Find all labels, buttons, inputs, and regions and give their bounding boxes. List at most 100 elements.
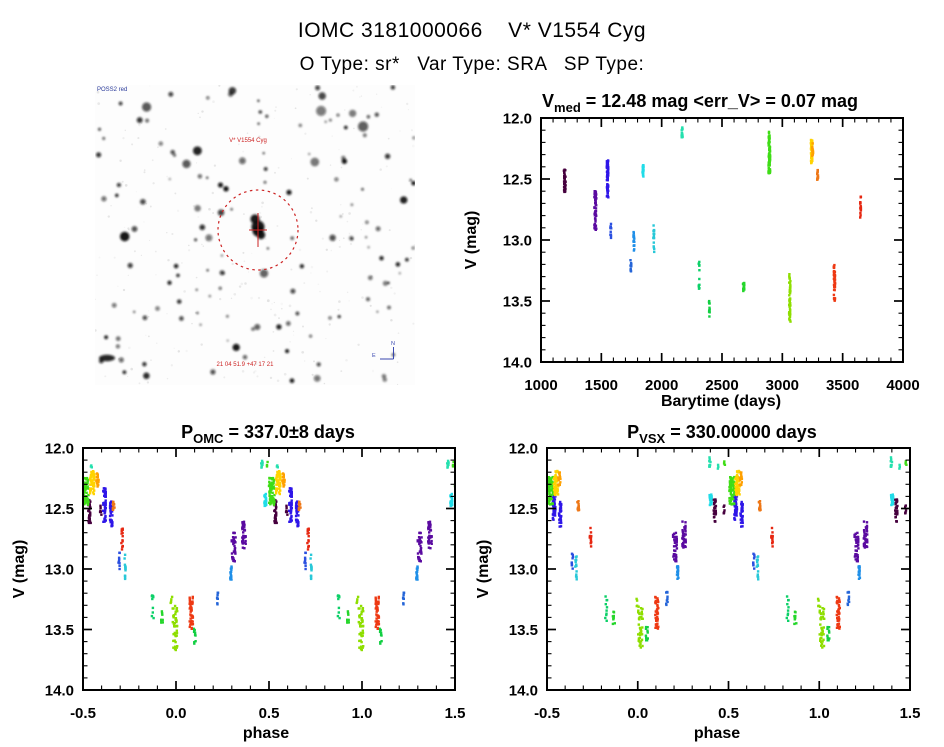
survey-label: POSS2 red (97, 87, 128, 93)
plot-title-pre: V (542, 91, 554, 111)
cluster-t2892-out (767, 130, 771, 137)
plot-title-pre: P (181, 422, 193, 442)
cluster-orange-block (111, 500, 302, 512)
cluster-t2395 (707, 299, 711, 318)
x-tick-label: 1500 (585, 377, 618, 394)
plot-title-post: = 330.00000 days (665, 422, 817, 442)
x-tick-label: 0.5 (718, 705, 739, 722)
y-tick-label: 14.0 (503, 355, 532, 372)
cluster-blue-dots (665, 590, 851, 607)
cluster-t3250 (811, 142, 815, 157)
target-crosshair-icon (249, 213, 267, 247)
cluster-turq-dots (708, 456, 894, 468)
cluster-green-block (160, 610, 350, 624)
x-tick-label: -0.5 (534, 705, 560, 722)
y-tick-label: 12.5 (509, 501, 538, 518)
cluster-ygreen-tail (635, 597, 820, 608)
y-tick-label: 13.5 (45, 622, 74, 639)
cluster-t1450 (593, 190, 598, 231)
data-points (548, 456, 908, 649)
stars (96, 85, 415, 384)
x-axis-label: phase (694, 725, 740, 742)
cluster-turq-dots (260, 459, 450, 469)
axis-ticks (546, 447, 911, 691)
cluster-tealgreen-dots (604, 595, 790, 622)
cluster-cyan-dots (123, 553, 313, 581)
cluster-green-outlier (722, 460, 908, 466)
cluster-t3648 (859, 195, 863, 219)
cluster-cyan-dots (574, 555, 760, 581)
x-tick-label: 0.5 (259, 705, 280, 722)
cluster-t3062 (787, 273, 792, 323)
coords-label: 21 04 51.9 +47 17 21 (216, 362, 274, 368)
page-title: IOMC 3181000066 V* V1554 Cyg (297, 19, 647, 42)
cluster-red-thin (120, 527, 310, 551)
x-tick-label: 1.0 (809, 705, 830, 722)
axis-ticks (540, 117, 904, 363)
cluster-t2170 (680, 126, 684, 139)
x-tick-label: 4000 (886, 377, 919, 394)
cluster-yellow-blob (88, 470, 282, 496)
cluster-maroon-dash (98, 504, 289, 516)
cluster-turq-stray (89, 464, 279, 469)
y-tick-label: 13.5 (503, 294, 532, 311)
x-tick-label: 2500 (705, 377, 738, 394)
cluster-lblue-streak (229, 565, 419, 581)
cluster-t2310 (697, 260, 701, 290)
data-points (84, 459, 454, 652)
y-tick-label: 13.0 (45, 562, 74, 579)
cluster-t1197 (562, 168, 567, 194)
x-axis-label: phase (243, 725, 289, 742)
plot-title-sub: VSX (639, 431, 665, 446)
x-tick-label: 3000 (766, 377, 799, 394)
cluster-green-big (548, 475, 736, 506)
y-axis-label: V (mag) (463, 211, 480, 270)
cluster-red-big (188, 595, 381, 630)
cluster-red-thin (588, 526, 774, 548)
cluster-indigo-b (557, 500, 744, 528)
cluster-t3432 (832, 263, 837, 302)
target-circle (217, 189, 299, 271)
cluster-green-block (611, 610, 798, 626)
plot-title-sub: OMC (193, 431, 224, 446)
cluster-purple-a (671, 531, 860, 563)
compass-icon: NE (372, 341, 395, 360)
cluster-turq-stray (716, 463, 901, 470)
cluster-purple-a (230, 531, 423, 563)
compass-east-label: E (372, 353, 376, 359)
image-noise (95, 85, 415, 385)
cluster-tealgreen-dots (150, 594, 341, 620)
cluster-indigo-b (108, 500, 300, 528)
axis-ticks (82, 447, 456, 691)
x-tick-label: 1.5 (445, 705, 466, 722)
x-tick-label: 1.5 (900, 705, 921, 722)
star-field-image: NE (95, 85, 415, 385)
x-tick-label: 2000 (645, 377, 678, 394)
cluster-red-big (654, 595, 841, 630)
plot-title-post: = 12.48 mag <err_V> = 0.07 mag (581, 91, 858, 111)
cluster-green-big (84, 476, 454, 506)
cluster-lblue-streak (675, 565, 862, 580)
y-axis-label: V (mag) (475, 540, 492, 599)
cluster-cyan-block (708, 493, 895, 507)
cluster-t1552 (605, 159, 610, 199)
x-tick-label: 0.0 (166, 705, 187, 722)
plot-frame (546, 447, 911, 691)
y-tick-label: 13.0 (503, 233, 532, 250)
y-tick-label: 13.5 (509, 622, 538, 639)
page-subtitle: O Type: sr* Var Type: SRA SP Type: (299, 54, 645, 75)
compass-north-label: N (391, 341, 395, 347)
x-tick-label: 3500 (826, 377, 859, 394)
y-axis-label: V (mag) (11, 540, 28, 599)
x-tick-label: 1000 (524, 377, 557, 394)
cluster-t3292 (816, 168, 820, 181)
cluster-t1578 (609, 222, 613, 240)
cluster-yellow-blob (552, 469, 741, 497)
cluster-purple-b (681, 520, 869, 549)
y-tick-label: 12.0 (503, 111, 532, 128)
cluster-green-dots (644, 625, 831, 642)
plot-title-sub: med (554, 100, 581, 115)
